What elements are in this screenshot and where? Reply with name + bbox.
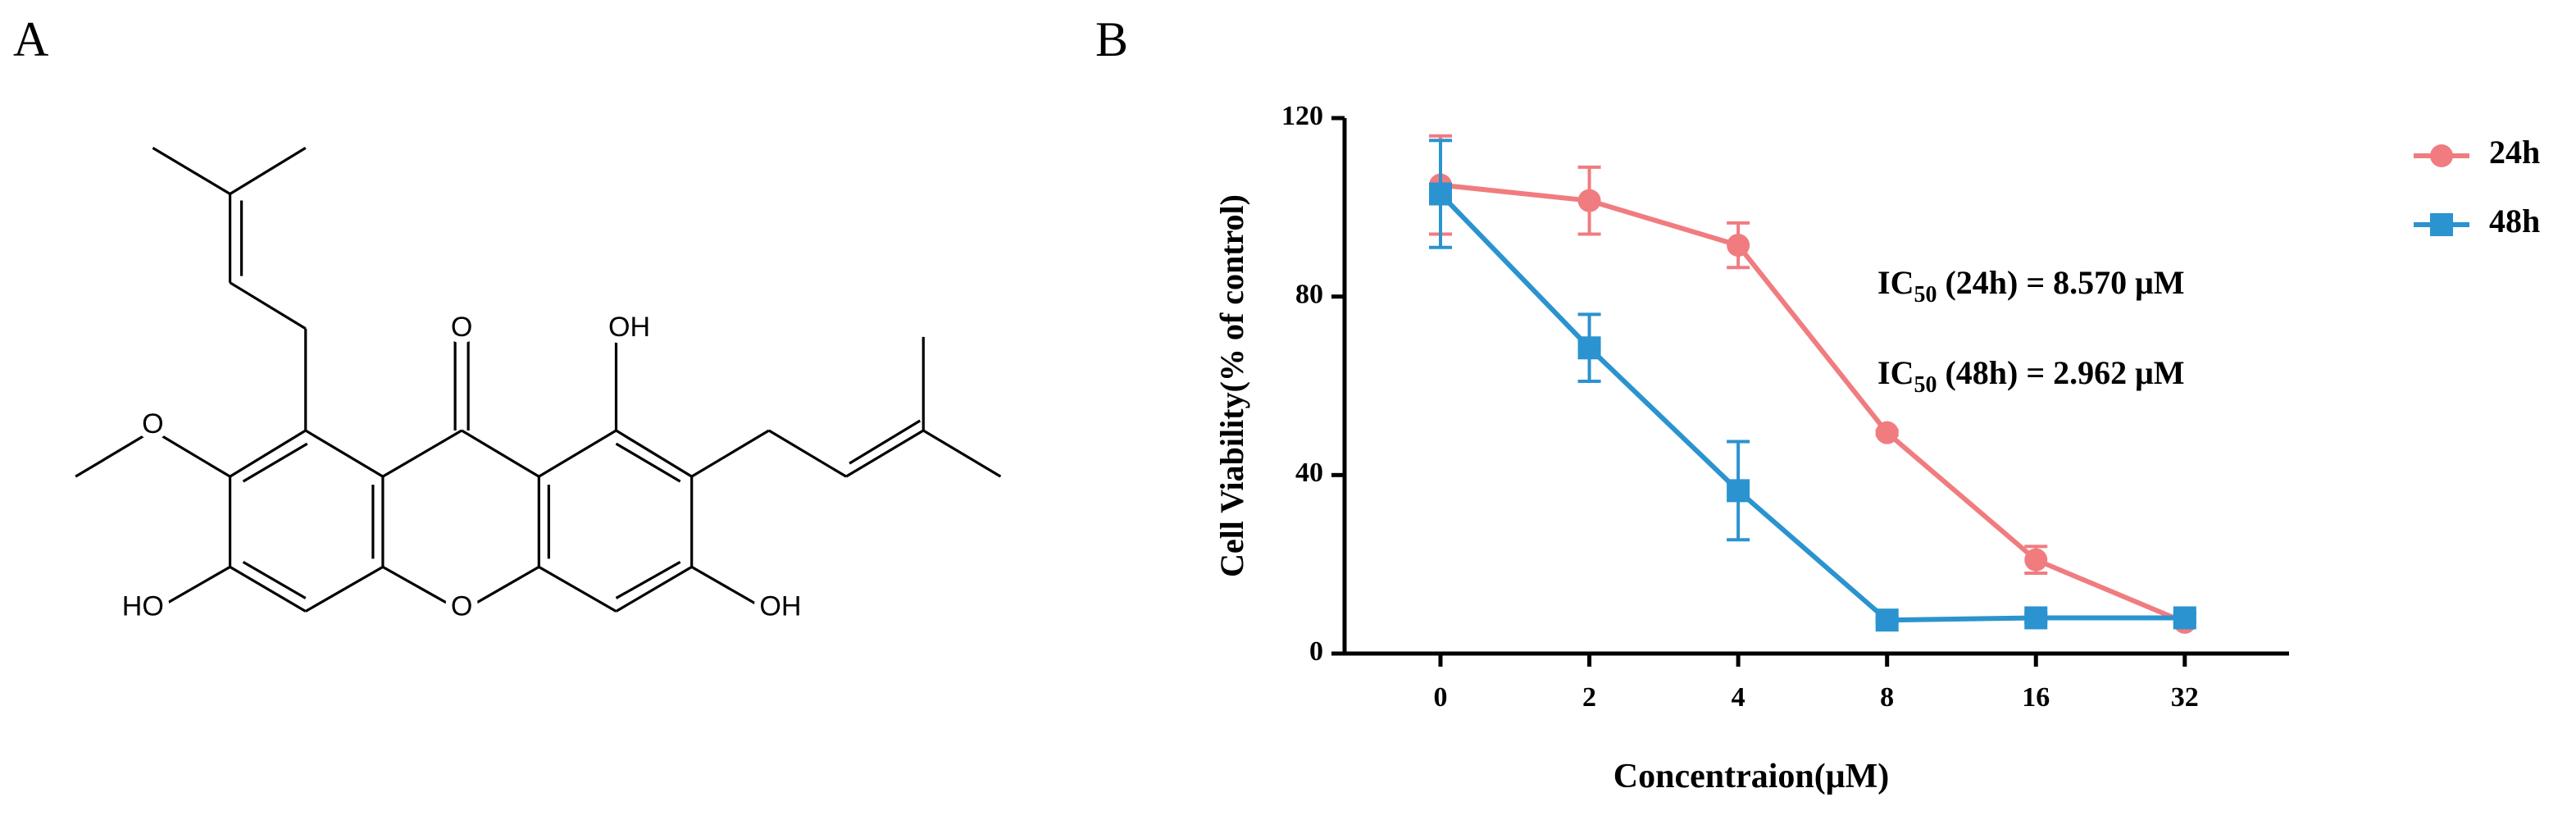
marker xyxy=(2024,606,2048,630)
legend-label: 24h xyxy=(2489,134,2540,171)
structure: A xyxy=(13,12,1002,628)
legend-label: 48h xyxy=(2489,203,2540,239)
x-tick-label: 32 xyxy=(2171,682,2199,713)
annotation: IC50 (48h) = 2.962 μM xyxy=(1877,354,2185,398)
y-tick-label: 120 xyxy=(1281,101,1323,131)
panel-label: A xyxy=(13,12,48,67)
marker xyxy=(1727,479,1750,503)
marker xyxy=(2430,213,2453,236)
atom-label: O xyxy=(451,590,472,622)
annotation-part: IC xyxy=(1877,354,1914,391)
atom-label: O xyxy=(142,408,163,440)
marker xyxy=(1429,182,1452,206)
atom-label: OH xyxy=(759,590,801,622)
annotation: IC50 (24h) = 8.570 μM xyxy=(1877,264,2185,308)
y-tick-label: 40 xyxy=(1295,458,1323,488)
annotation-part: (48h) = 2.962 μM xyxy=(1937,354,2184,391)
atom-label: OH xyxy=(608,312,650,343)
marker xyxy=(1875,421,1899,444)
x-axis-label: Concentraion(μM) xyxy=(1613,758,1889,795)
series-line xyxy=(1440,182,2186,625)
marker xyxy=(1875,608,1899,632)
x-tick-label: 0 xyxy=(1434,682,1448,713)
x-tick-label: 8 xyxy=(1880,682,1894,713)
annotation-subscript: 50 xyxy=(1914,372,1937,398)
marker xyxy=(1577,189,1601,212)
annotation-part: IC xyxy=(1877,264,1914,301)
x-tick-label: 16 xyxy=(2022,682,2050,713)
annotation-subscript: 50 xyxy=(1914,282,1937,308)
y-axis-label: Cell Viability(% of control) xyxy=(1213,194,1250,577)
marker xyxy=(2430,144,2453,167)
x-tick-label: 4 xyxy=(1732,682,1745,713)
panel-label: B xyxy=(1095,12,1128,66)
atom-label: HO xyxy=(122,590,164,622)
atom-label: O xyxy=(451,312,472,343)
x-tick-label: 2 xyxy=(1582,682,1596,713)
annotation-part: (24h) = 8.570 μM xyxy=(1937,264,2184,301)
y-tick-label: 80 xyxy=(1295,279,1323,309)
bonds xyxy=(75,146,1002,613)
marker xyxy=(2173,606,2196,630)
marker xyxy=(1577,336,1601,360)
series-line xyxy=(1438,192,2185,623)
marker xyxy=(1727,234,1750,257)
marker xyxy=(2024,548,2048,572)
y-tick-label: 0 xyxy=(1309,636,1323,667)
